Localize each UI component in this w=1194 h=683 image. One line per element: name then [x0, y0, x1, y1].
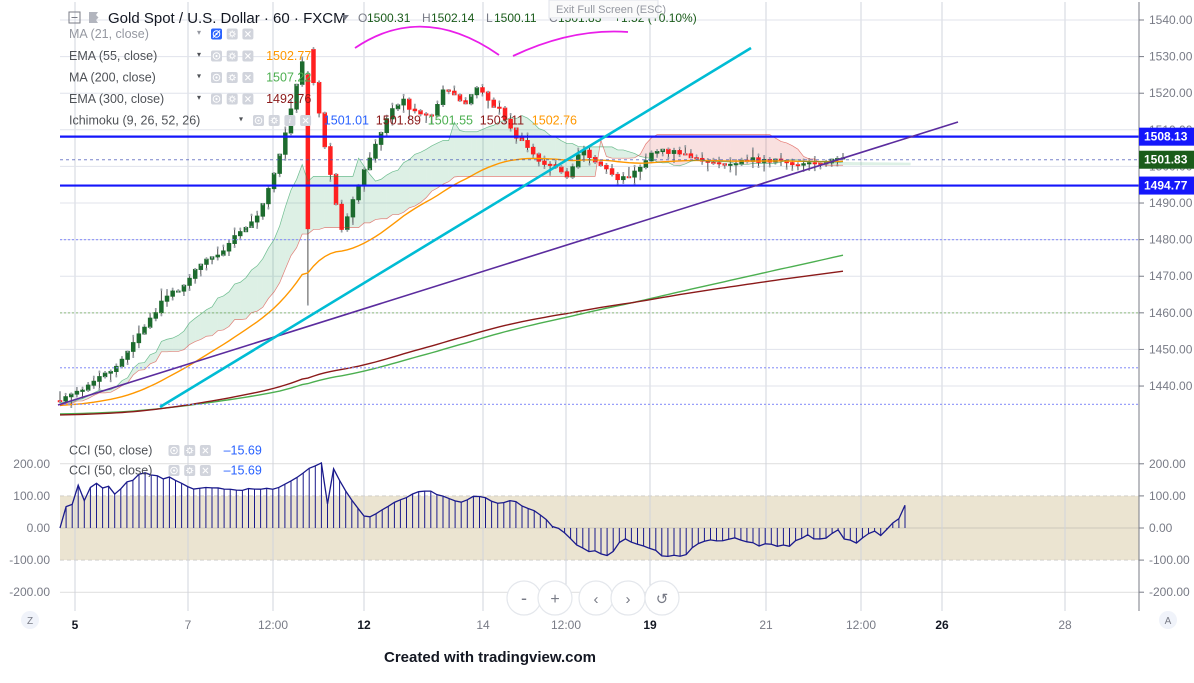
svg-text:Gold Spot / U.S. Dollar · 60 ·: Gold Spot / U.S. Dollar · 60 · FXCM	[108, 10, 346, 27]
svg-text:H: H	[422, 11, 431, 25]
svg-text:EMA (300, close): EMA (300, close)	[69, 92, 164, 106]
svg-text:MA (21, close): MA (21, close)	[69, 27, 149, 41]
svg-text:100.00: 100.00	[13, 489, 50, 503]
svg-text:26: 26	[935, 618, 949, 632]
svg-text:200.00: 200.00	[1149, 457, 1186, 471]
svg-text:-200.00: -200.00	[9, 585, 50, 599]
svg-text:12:00: 12:00	[258, 618, 288, 632]
svg-text:7: 7	[185, 618, 192, 632]
svg-text:1520.00: 1520.00	[1149, 86, 1193, 100]
svg-text:0.00: 0.00	[27, 521, 51, 535]
svg-text:–15.69: –15.69	[224, 464, 262, 478]
svg-text:CCI (50, close): CCI (50, close)	[69, 464, 152, 478]
svg-text:Created with tradingview.com: Created with tradingview.com	[384, 649, 596, 666]
svg-text:12:00: 12:00	[551, 618, 581, 632]
svg-text:1450.00: 1450.00	[1149, 342, 1193, 356]
svg-text:›: ›	[626, 591, 631, 608]
svg-text:1530.00: 1530.00	[1149, 50, 1193, 64]
svg-text:1501.55: 1501.55	[428, 114, 473, 128]
svg-text:1502.77: 1502.77	[266, 49, 311, 63]
svg-text:100.00: 100.00	[1149, 489, 1186, 503]
svg-text:1460.00: 1460.00	[1149, 306, 1193, 320]
svg-text:‹: ‹	[594, 591, 599, 608]
svg-text:-: -	[521, 588, 527, 608]
svg-text:MA (200, close): MA (200, close)	[69, 71, 156, 85]
svg-text:-100.00: -100.00	[9, 553, 50, 567]
svg-text:Ichimoku (9, 26, 52, 26): Ichimoku (9, 26, 52, 26)	[69, 114, 200, 128]
svg-text:1540.00: 1540.00	[1149, 13, 1193, 27]
svg-text:1501.01: 1501.01	[324, 114, 369, 128]
svg-text:A: A	[1165, 616, 1172, 627]
svg-text:19: 19	[643, 618, 657, 632]
svg-text:21: 21	[759, 618, 773, 632]
svg-text:▾: ▾	[197, 28, 201, 37]
svg-text:-200.00: -200.00	[1149, 585, 1190, 599]
svg-text:1494.77: 1494.77	[1144, 179, 1188, 193]
svg-text:28: 28	[1058, 618, 1072, 632]
svg-text:1501.83: 1501.83	[1144, 153, 1188, 167]
svg-text:▾: ▾	[197, 50, 201, 59]
svg-text:1440.00: 1440.00	[1149, 379, 1193, 393]
svg-text:▾: ▾	[197, 93, 201, 102]
svg-text:▾: ▾	[239, 115, 243, 124]
svg-text:14: 14	[476, 618, 490, 632]
svg-text:0.00: 0.00	[1149, 521, 1173, 535]
svg-text:1502.14: 1502.14	[431, 11, 475, 25]
svg-text:↺: ↺	[656, 591, 669, 608]
svg-text:1490.00: 1490.00	[1149, 196, 1193, 210]
svg-text:1470.00: 1470.00	[1149, 269, 1193, 283]
svg-text:O: O	[358, 11, 367, 25]
svg-text:Exit Full Screen (ESC): Exit Full Screen (ESC)	[556, 4, 666, 16]
svg-text:5: 5	[72, 618, 79, 632]
svg-text:1503.11: 1503.11	[480, 114, 524, 128]
svg-text:12:00: 12:00	[846, 618, 876, 632]
svg-text:12: 12	[357, 618, 371, 632]
svg-text:1501.89: 1501.89	[376, 114, 421, 128]
svg-text:1500.11: 1500.11	[494, 11, 537, 25]
svg-text:1502.76: 1502.76	[532, 114, 577, 128]
svg-text:▾: ▾	[197, 72, 201, 81]
svg-text:i: i	[289, 116, 291, 125]
svg-text:1480.00: 1480.00	[1149, 233, 1193, 247]
svg-text:+: +	[550, 591, 559, 608]
svg-text:1507.22: 1507.22	[266, 71, 311, 85]
svg-text:1492.76: 1492.76	[266, 92, 311, 106]
svg-text:-100.00: -100.00	[1149, 553, 1190, 567]
svg-text:CCI (50, close): CCI (50, close)	[69, 444, 152, 458]
svg-text:EMA (55, close): EMA (55, close)	[69, 49, 157, 63]
svg-text:–15.69: –15.69	[224, 444, 262, 458]
svg-text:1500.31: 1500.31	[367, 11, 411, 25]
svg-text:L: L	[486, 11, 493, 25]
svg-text:Z: Z	[27, 616, 33, 627]
svg-text:1508.13: 1508.13	[1144, 130, 1188, 144]
svg-text:200.00: 200.00	[13, 457, 50, 471]
